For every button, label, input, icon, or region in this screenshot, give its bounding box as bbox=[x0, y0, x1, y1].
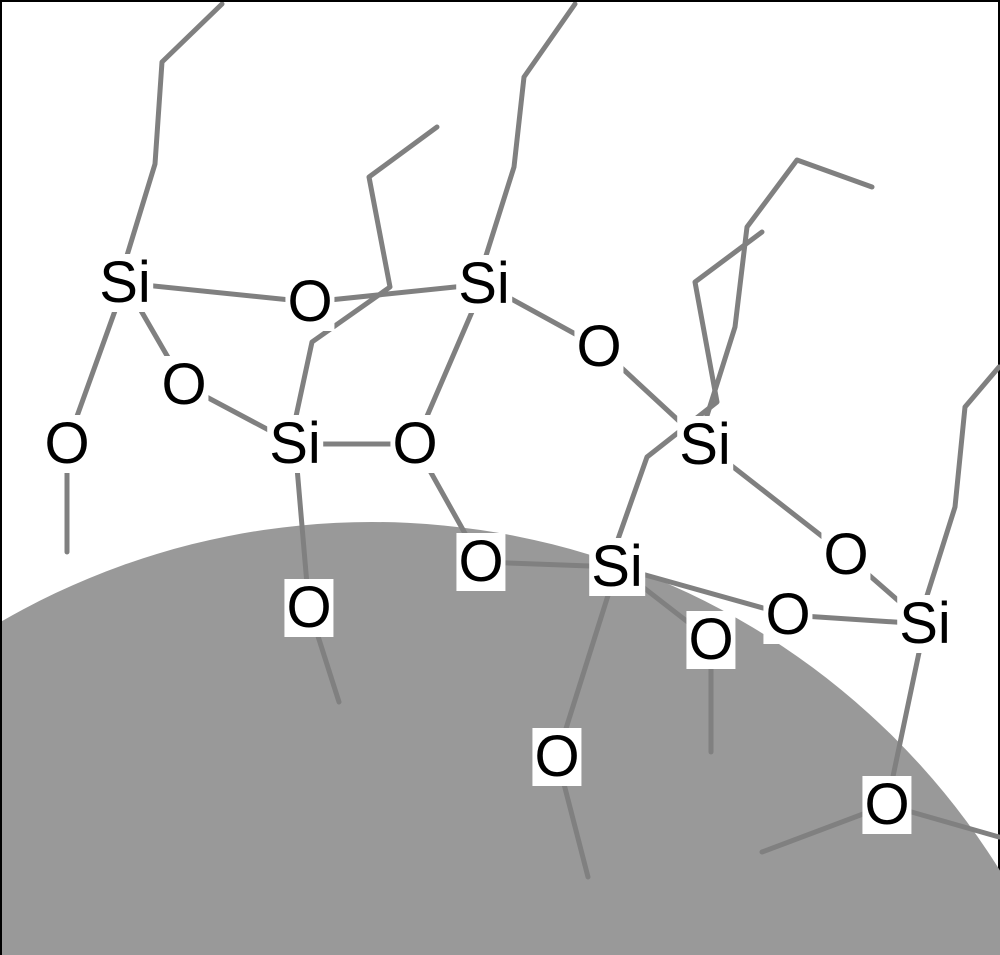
atom-label-o: O bbox=[574, 318, 623, 376]
atom-label-o: O bbox=[532, 728, 581, 786]
atom-label-o: O bbox=[285, 273, 334, 331]
atom-label-o: O bbox=[159, 356, 208, 414]
alkyl-chain bbox=[925, 367, 999, 602]
atom-label-si: Si bbox=[677, 416, 733, 474]
atom-label-o: O bbox=[763, 586, 812, 644]
atom-label-o: O bbox=[862, 776, 911, 834]
atom-label-o: O bbox=[456, 533, 505, 591]
alkyl-chain bbox=[125, 4, 222, 262]
atom-label-si: Si bbox=[456, 255, 512, 313]
atom-label-si: Si bbox=[589, 538, 645, 596]
atom-label-si: Si bbox=[267, 415, 323, 473]
alkyl-chain bbox=[705, 160, 872, 422]
atom-label-o: O bbox=[42, 415, 91, 473]
atom-label-si: Si bbox=[897, 595, 953, 653]
alkyl-chain bbox=[484, 4, 575, 262]
svg-layer bbox=[2, 2, 1000, 955]
atom-label-si: Si bbox=[97, 254, 153, 312]
atom-label-o: O bbox=[686, 611, 735, 669]
atom-label-o: O bbox=[284, 579, 333, 637]
atom-label-o: O bbox=[390, 415, 439, 473]
atom-label-o: O bbox=[821, 526, 870, 584]
diagram-container: SiSiSiSiSiSiOOOOOOOOOOOO bbox=[0, 0, 1000, 955]
